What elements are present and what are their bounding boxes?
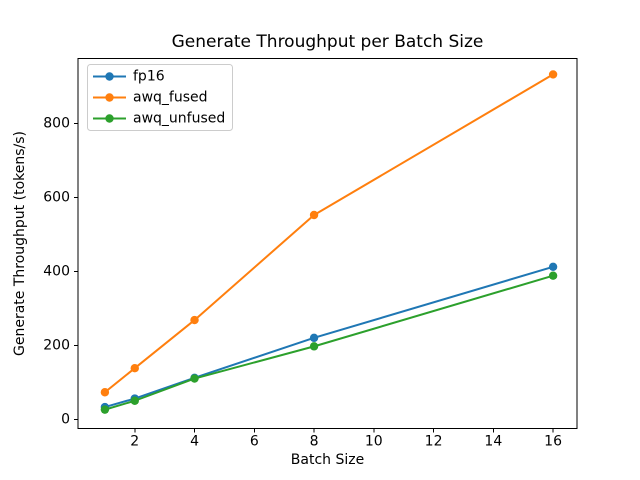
y-axis-label: Generate Throughput (tokens/s): [12, 131, 28, 356]
chart-title: Generate Throughput per Batch Size: [172, 32, 484, 52]
x-tick-label: 14: [484, 434, 502, 450]
axes-spines: [77, 58, 578, 429]
data-point-awq_fused-x2: [130, 363, 139, 373]
data-point-awq_unfused-x1: [100, 405, 110, 414]
y-tick-label: 600: [43, 189, 70, 205]
legend-label: fp16: [133, 69, 165, 85]
legend-box: [87, 64, 233, 131]
legend-marker-icon: [105, 72, 114, 81]
y-tick-label: 0: [61, 411, 70, 427]
data-point-fp16-x8: [309, 333, 319, 343]
x-axis-label: Batch Size: [291, 452, 364, 468]
y-tick-label: 800: [43, 115, 70, 131]
y-tick-label: 400: [43, 263, 70, 279]
data-point-awq_fused-x1: [100, 388, 110, 397]
x-tick-label: 2: [130, 434, 139, 450]
data-point-awq_unfused-x4: [190, 374, 199, 383]
legend: fp16 awq_fused awq_unfused: [87, 64, 233, 131]
data-point-awq_unfused-x8: [309, 342, 319, 351]
legend-label: awq_unfused: [133, 111, 225, 127]
legend-label: awq_fused: [133, 90, 208, 106]
data-point-fp16-x16: [548, 262, 558, 272]
data-point-awq_fused-x16: [548, 70, 558, 79]
data-point-awq_unfused-x2: [130, 396, 139, 405]
legend-marker-icon: [105, 93, 114, 102]
data-point-awq_fused-x8: [309, 210, 319, 220]
data-point-awq_fused-x4: [190, 315, 199, 325]
y-axis-ticks: 0 200 400 600 800: [43, 115, 78, 427]
y-tick-label: 200: [43, 337, 70, 353]
x-tick-label: 12: [425, 434, 443, 450]
x-tick-label: 10: [365, 434, 383, 450]
x-tick-label: 8: [310, 434, 319, 450]
series-group: [100, 70, 558, 414]
x-tick-label: 6: [250, 434, 259, 450]
legend-marker-icon: [105, 114, 114, 123]
data-point-awq_unfused-x16: [548, 271, 558, 280]
x-tick-label: 16: [544, 434, 562, 450]
legend-entry-fp16: fp16: [93, 69, 165, 85]
legend-entry-awq-fused: awq_fused: [93, 90, 208, 106]
legend-entry-awq-unfused: awq_unfused: [93, 111, 225, 127]
x-axis-ticks: 2 4 6 8 10 12 14 16: [130, 428, 562, 450]
x-tick-label: 4: [190, 434, 199, 450]
